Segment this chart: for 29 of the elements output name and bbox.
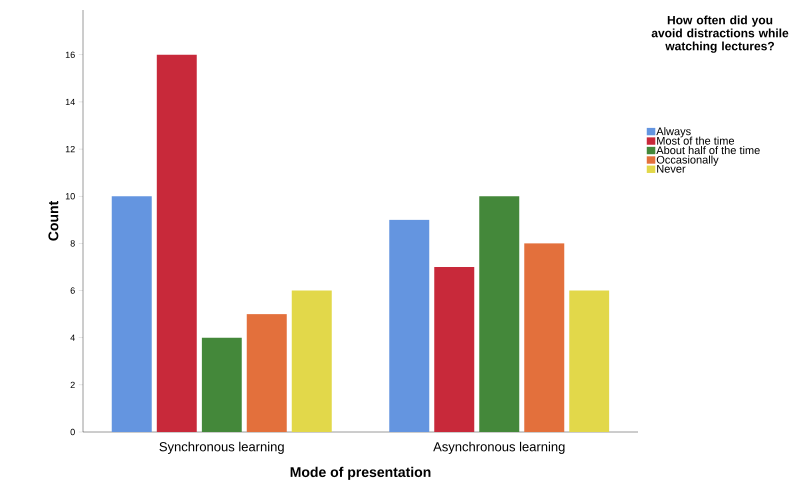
y-tick-label: 12 — [66, 146, 75, 152]
y-axis-title: Count — [48, 200, 58, 241]
y-tick-label: 14 — [66, 98, 75, 106]
x-axis-title: Mode of presentation — [290, 466, 430, 480]
bar — [156, 54, 197, 432]
x-tick-label: Synchronous learning — [159, 442, 284, 454]
y-tick-label: 8 — [70, 240, 75, 247]
x-tick-label: Asynchronous learning — [433, 442, 565, 454]
legend-label: About half of the time — [656, 146, 760, 154]
legend-label: Most of the time — [657, 136, 734, 145]
legend-label: Never — [657, 165, 686, 173]
bar — [202, 338, 242, 432]
y-tick-label: 4 — [70, 334, 75, 341]
y-tick-label: 0 — [70, 428, 75, 436]
legend-label: Always — [656, 127, 691, 138]
bar — [246, 314, 287, 432]
y-tick-label: 6 — [70, 287, 75, 294]
y-tick-label: 2 — [70, 382, 75, 388]
bar — [569, 290, 610, 432]
bar — [479, 196, 520, 432]
bar — [389, 220, 430, 432]
legend-label: Occasionally — [656, 156, 719, 166]
legend-title: How often did you avoid distractions while watching lectures? — [652, 16, 788, 53]
y-tick-label: 10 — [66, 193, 75, 200]
bar — [292, 290, 332, 432]
bar — [434, 266, 474, 432]
y-tick-label: 16 — [66, 52, 75, 58]
bar — [524, 243, 564, 432]
bar — [112, 196, 152, 432]
